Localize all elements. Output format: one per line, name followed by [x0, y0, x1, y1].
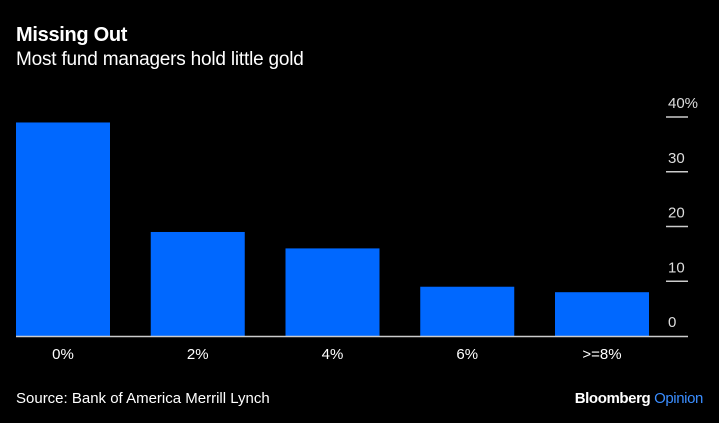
x-tick-label: 0% [52, 346, 74, 363]
x-tick-label: 6% [456, 346, 478, 363]
source-note: Source: Bank of America Merrill Lynch [16, 390, 270, 407]
bar-6% [420, 286, 515, 336]
bar-4% [285, 248, 380, 336]
y-tick-label: 0 [668, 314, 676, 331]
brand-suffix: Opinion [654, 390, 703, 407]
y-tick-label: 40% [668, 95, 698, 112]
bar-2% [150, 231, 245, 336]
x-tick-label: 4% [322, 346, 344, 363]
chart-title: Missing Out [16, 24, 128, 46]
brand-name: Bloomberg [574, 390, 651, 407]
chart-subtitle: Most fund managers hold little gold [16, 49, 304, 70]
y-tick-label: 30 [668, 150, 685, 167]
x-tick-label: >=8% [582, 346, 621, 363]
y-tick-label: 10 [668, 259, 685, 276]
bar->=8% [555, 292, 649, 336]
x-tick-label: 2% [187, 346, 209, 363]
brand-logo: Bloomberg Opinion [574, 390, 704, 407]
y-tick-label: 20 [668, 205, 685, 222]
bar-0% [16, 122, 110, 336]
